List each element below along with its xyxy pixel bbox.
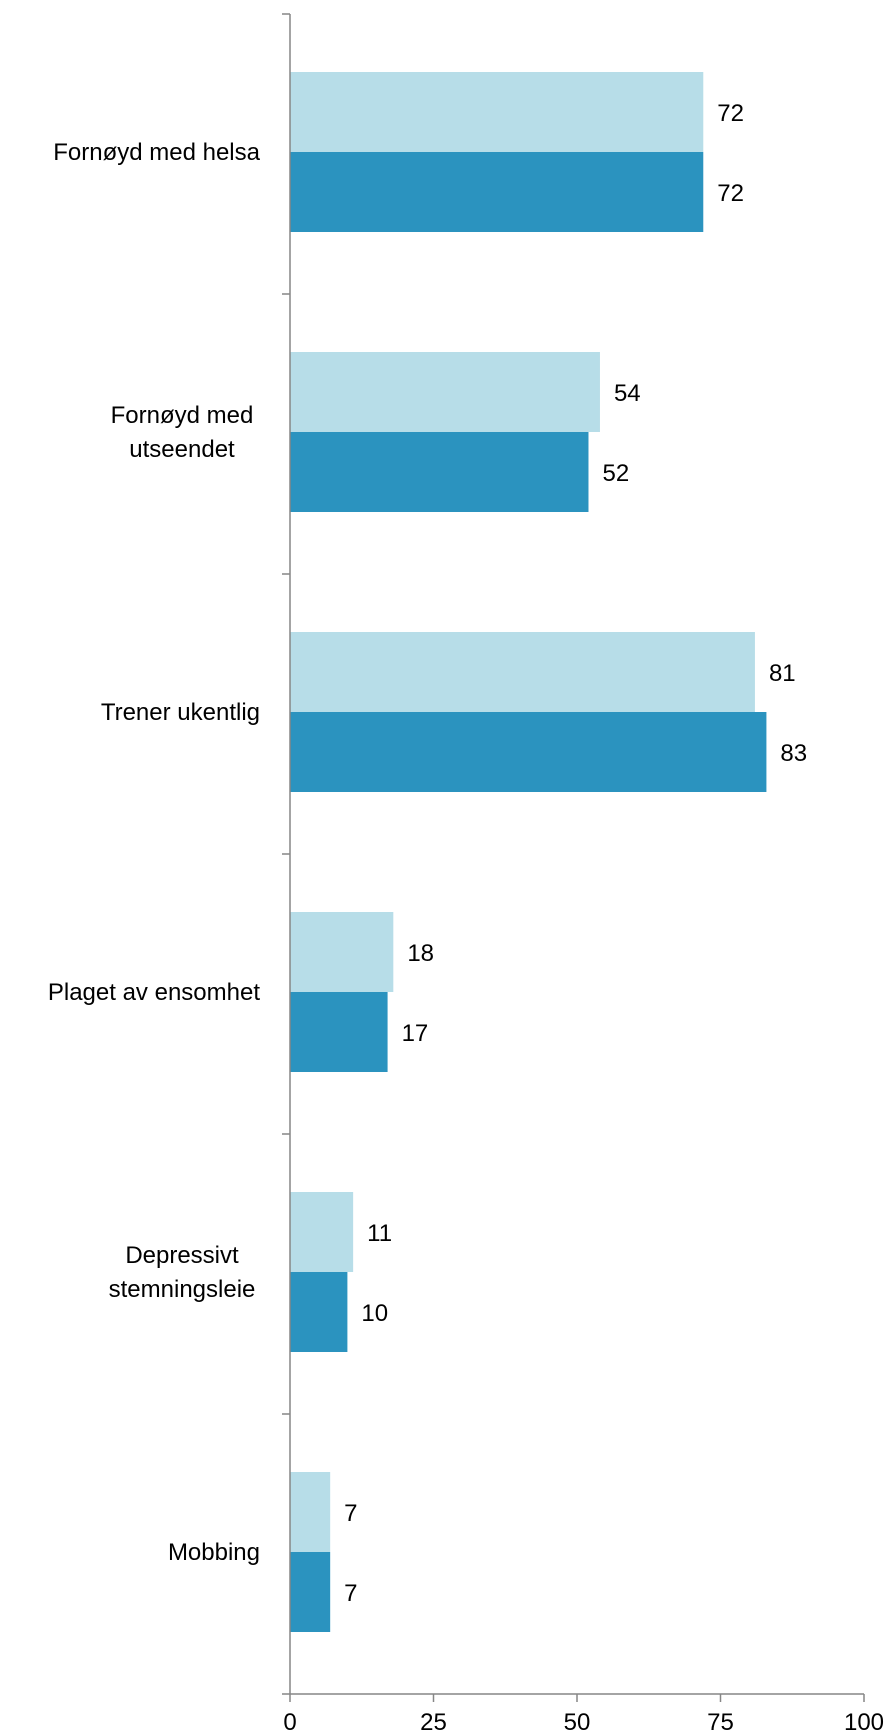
- axis-layer: [282, 13, 865, 1702]
- x-tick-label: 50: [564, 1709, 591, 1736]
- bar-series-1: [290, 352, 600, 432]
- data-label: 83: [780, 740, 807, 767]
- data-label: 7: [344, 1500, 357, 1527]
- data-label: 18: [407, 940, 434, 967]
- data-label: 72: [717, 180, 744, 207]
- category-label-line: Mobbing: [168, 1539, 260, 1566]
- data-label: 54: [614, 380, 641, 407]
- x-tick-label: 75: [707, 1709, 734, 1736]
- x-tick-label: 25: [420, 1709, 447, 1736]
- bar-series-1: [290, 1472, 331, 1552]
- bar-series-2: [290, 432, 589, 512]
- bar-series-1: [290, 1192, 354, 1272]
- category-label: Depressivt stemningsleie: [109, 1242, 256, 1303]
- category-label: Plaget av ensomhet: [48, 979, 260, 1006]
- bar-series-1: [290, 912, 394, 992]
- data-label: 10: [361, 1300, 388, 1327]
- data-label: 52: [602, 460, 629, 487]
- bars-layer: [290, 72, 767, 1632]
- category-label: Mobbing: [168, 1539, 260, 1566]
- data-label: 7: [344, 1580, 357, 1607]
- x-tick-label: 100: [844, 1709, 884, 1736]
- bar-series-2: [290, 152, 704, 232]
- bar-series-2: [290, 1272, 348, 1352]
- bar-series-2: [290, 992, 388, 1072]
- category-label-line: Depressivt: [125, 1242, 239, 1269]
- bar-series-1: [290, 632, 755, 712]
- data-label: 11: [367, 1220, 392, 1247]
- bar-series-2: [290, 1552, 331, 1632]
- category-label-line: Trener ukentlig: [101, 699, 260, 726]
- data-label: 17: [402, 1020, 429, 1047]
- bar-series-2: [290, 712, 767, 792]
- category-label-line: utseendet: [129, 436, 235, 463]
- category-label-line: Fornøyd med: [111, 402, 254, 429]
- labels-layer: 72 72 Fornøyd med helsa 54 52 Fornøyd med utse…: [48, 100, 884, 1736]
- category-label: Fornøyd med helsa: [53, 139, 260, 166]
- category-label-line: Plaget av ensomhet: [48, 979, 260, 1006]
- data-label: 81: [769, 660, 796, 687]
- bar-series-1: [290, 72, 704, 152]
- category-label: Fornøyd med utseendet: [111, 402, 254, 463]
- category-label-line: Fornøyd med helsa: [53, 139, 260, 166]
- category-label: Trener ukentlig: [101, 699, 260, 726]
- category-label-line: stemningsleie: [109, 1276, 256, 1303]
- data-label: 72: [717, 100, 744, 127]
- x-tick-label: 0: [283, 1709, 296, 1736]
